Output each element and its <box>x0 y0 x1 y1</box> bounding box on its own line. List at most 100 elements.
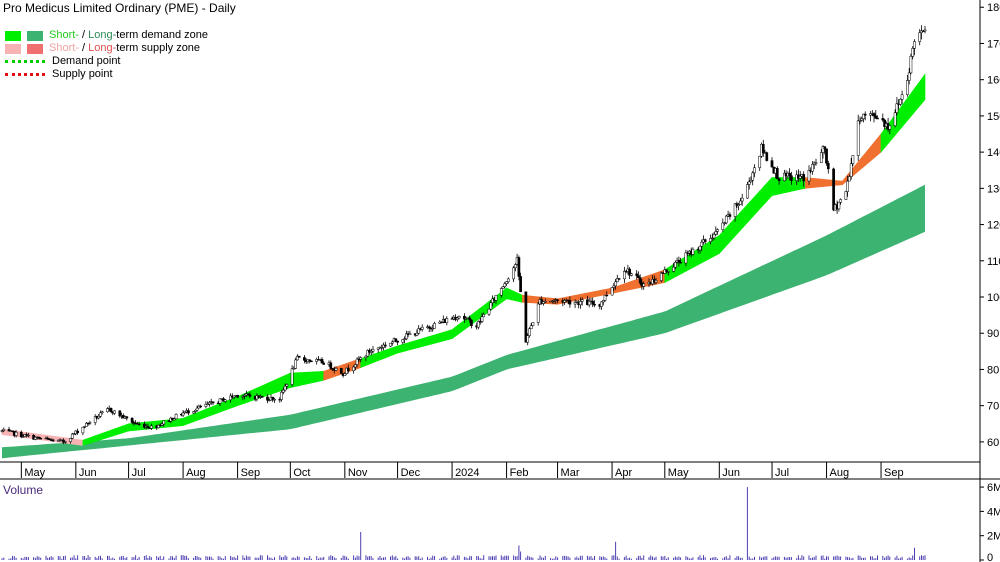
candle-body <box>593 304 596 306</box>
candle-body <box>27 434 30 437</box>
candle-body <box>674 262 677 268</box>
legend-separator: / <box>78 42 89 54</box>
candle-body <box>672 266 675 272</box>
legend-demand-point-label: Demand point <box>52 55 121 67</box>
candle-body <box>844 191 848 200</box>
candle-body <box>501 286 505 289</box>
candle-body <box>790 175 793 181</box>
y-tick-label: 100 <box>987 292 1000 304</box>
candle-body <box>315 359 319 362</box>
candle-body <box>376 347 380 350</box>
candle-body <box>700 241 704 247</box>
y-tick-label: 150 <box>987 111 1000 123</box>
candle-body <box>150 425 153 429</box>
candle-body <box>839 199 842 203</box>
candle-body <box>543 301 547 303</box>
supply-zone-short-swatch-icon <box>5 43 21 54</box>
candle-body <box>519 276 522 293</box>
candle-body <box>614 281 617 287</box>
candle-body <box>192 411 195 414</box>
y-tick-label: 60 <box>987 437 999 449</box>
candle-body <box>320 359 324 364</box>
y-tick-label: 120 <box>987 220 1000 232</box>
demand-zone-long-swatch-icon <box>27 30 43 41</box>
candle-body <box>229 395 232 401</box>
y-tick-label: 110 <box>987 256 1000 268</box>
candle-body <box>505 281 508 285</box>
candle-body <box>862 113 865 120</box>
candle-body <box>487 308 491 315</box>
candle-body <box>236 395 239 398</box>
candle-body <box>223 399 227 402</box>
y-tick-label: 80 <box>987 364 999 376</box>
candle-body <box>322 362 326 365</box>
candle-body <box>329 362 333 369</box>
candle-body <box>615 278 619 283</box>
legend-demand-zone: Short- / Long- term demand zone <box>5 29 208 42</box>
candle-body <box>292 368 296 370</box>
candle-body <box>579 301 582 306</box>
volume-tick-label: 4M <box>987 506 1000 518</box>
candle-body <box>366 350 370 357</box>
candle-body <box>243 395 246 397</box>
candle-body <box>775 168 779 180</box>
candle-body <box>248 394 252 397</box>
candle-body <box>403 338 406 340</box>
candle-body <box>913 41 916 49</box>
short-term-demand-zone-segment <box>664 234 720 283</box>
candle-body <box>491 298 494 304</box>
chart-title: Pro Medicus Limited Ordinary (PME) - Dai… <box>3 1 236 15</box>
candle-body <box>709 238 712 242</box>
candle-body <box>552 300 556 302</box>
candle-body <box>183 411 187 414</box>
candle-body <box>703 239 707 242</box>
candle-body <box>354 364 357 368</box>
x-tick-label: Jul <box>775 467 789 479</box>
candle-body <box>241 396 245 398</box>
candle-body <box>296 355 299 361</box>
candle-body <box>204 403 208 407</box>
candle-body <box>489 302 493 310</box>
candle-body <box>665 269 668 272</box>
candle-body <box>716 229 719 232</box>
candle-body <box>832 168 835 211</box>
candle-body <box>19 431 23 438</box>
candle-body <box>642 283 646 287</box>
candle-body <box>536 303 540 323</box>
candle-body <box>457 315 461 319</box>
x-tick-label: Apr <box>615 467 632 479</box>
candle-body <box>455 317 459 320</box>
candle-body <box>714 231 718 235</box>
candle-body <box>88 422 92 424</box>
candle-body <box>143 423 146 428</box>
candle-body <box>860 118 864 121</box>
candle-body <box>303 357 306 361</box>
x-tick-label: Aug <box>830 467 850 479</box>
candle-body <box>899 98 902 105</box>
candle-body <box>580 299 584 302</box>
candle-body <box>512 267 515 280</box>
candle-body <box>97 416 101 419</box>
candle-body <box>556 299 559 301</box>
candle-body <box>283 385 287 391</box>
demand-zone-short-swatch-icon <box>5 30 21 41</box>
x-tick-label: 2024 <box>455 467 479 479</box>
candle-body <box>679 262 682 264</box>
candle-body <box>728 214 732 217</box>
legend-supply-zone: Short- / Long- term supply zone <box>5 42 208 55</box>
candle-body <box>63 441 67 443</box>
candle-body <box>355 358 359 365</box>
candle-body <box>380 347 384 349</box>
candle-body <box>826 162 830 170</box>
legend-supply-zone-label: term supply zone <box>116 42 201 54</box>
candle-body <box>51 439 55 442</box>
candle-body <box>601 300 605 303</box>
candle-body <box>83 426 86 428</box>
candle-body <box>408 333 412 336</box>
candle-body <box>478 321 482 323</box>
candle-body <box>401 339 405 343</box>
candle-body <box>591 300 595 305</box>
legend-long-text: Long- <box>88 29 117 41</box>
candle-body <box>46 437 50 440</box>
x-tick-label: Jul <box>132 467 146 479</box>
